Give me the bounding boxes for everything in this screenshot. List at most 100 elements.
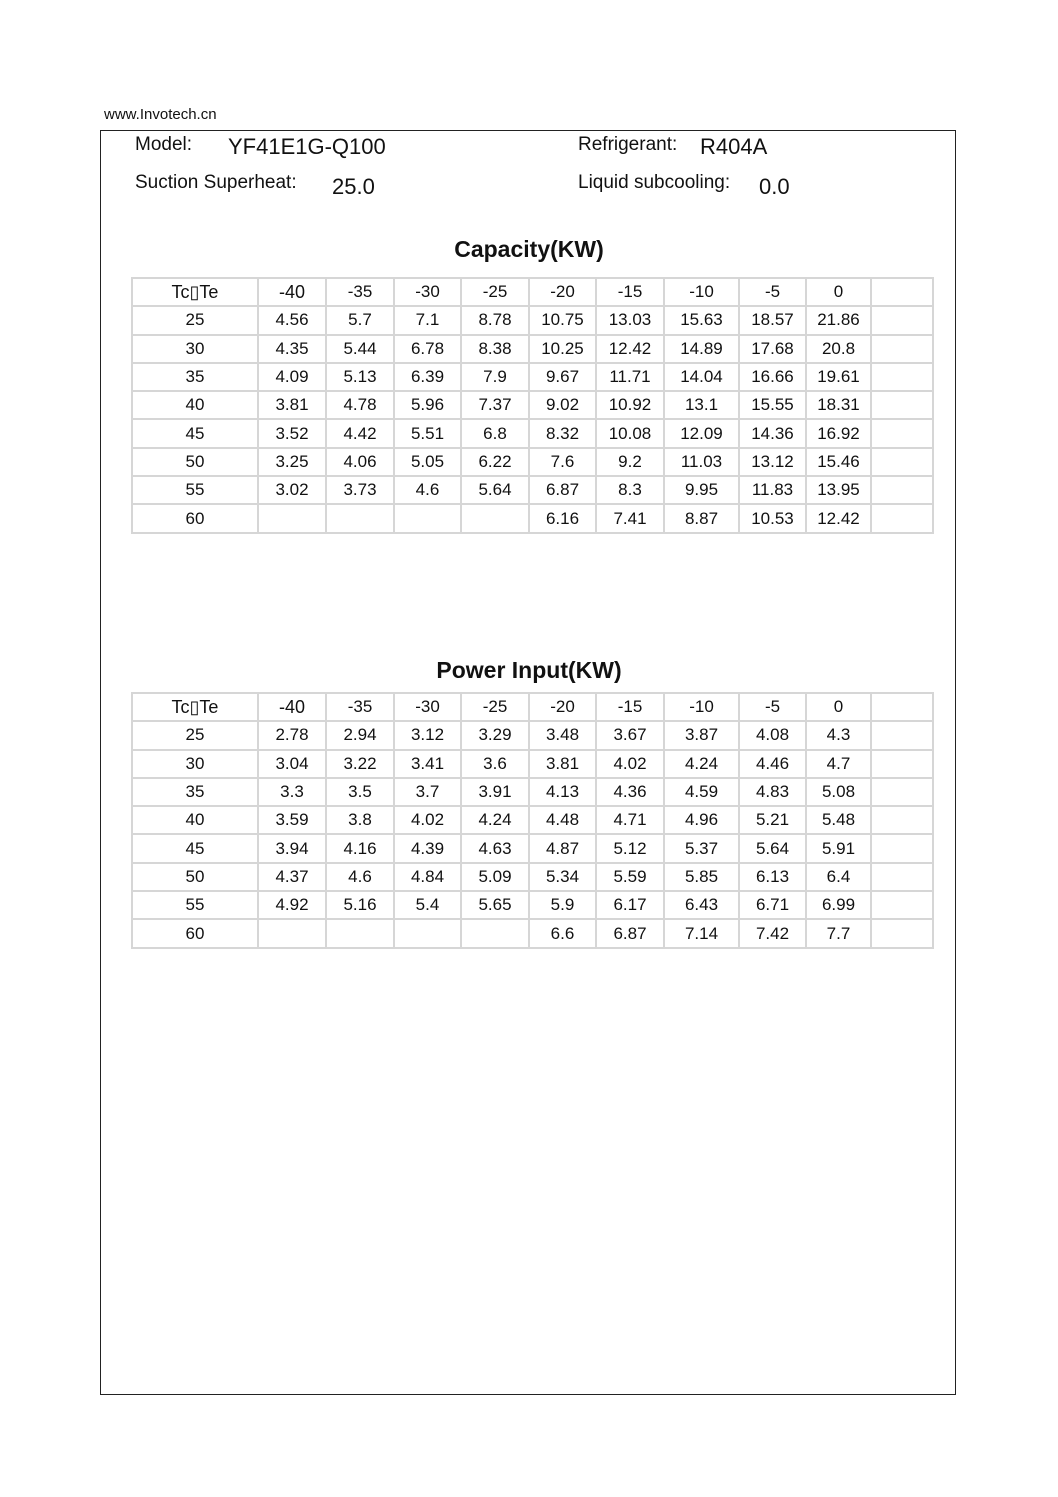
table-cell: 4.59 (663, 776, 740, 808)
row-header: 50 (131, 861, 259, 893)
table-cell: 4.36 (595, 776, 665, 808)
table-row: 55 4.92 5.16 5.4 5.65 5.9 6.17 6.43 6.71 6.99 (131, 890, 934, 921)
table-cell: 12.09 (663, 418, 740, 449)
table-cell: 4.7 (805, 748, 872, 779)
table-cell: 6.99 (805, 890, 872, 921)
corner-cell: Tc▯Te (131, 276, 259, 308)
superheat-label: Suction Superheat: (135, 172, 297, 193)
power-title: Power Input(KW) (436, 657, 622, 683)
table-cell: 4.71 (595, 805, 665, 836)
table-cell: 5.16 (325, 890, 395, 921)
table-cell: 4.24 (460, 805, 530, 836)
table-cell: 4.06 (325, 446, 395, 478)
table-row: 50 4.37 4.6 4.84 5.09 5.34 5.59 5.85 6.13 6.4 (131, 861, 934, 893)
table-cell: 4.83 (738, 776, 807, 808)
table-cell: 5.64 (738, 833, 807, 864)
table-cell: 18.31 (805, 390, 872, 421)
table-cell (870, 776, 934, 808)
table-cell: 3.94 (257, 833, 327, 864)
table-cell (870, 503, 934, 534)
table-cell: 7.14 (663, 918, 740, 949)
table-cell: 15.63 (663, 305, 740, 336)
column-header: -35 (325, 276, 395, 308)
table-cell: 10.25 (528, 333, 597, 364)
table-cell: 5.7 (325, 305, 395, 336)
table-cell: 7.42 (738, 918, 807, 949)
table-cell: 4.02 (393, 805, 462, 836)
table-cell (870, 361, 934, 393)
table-cell: 6.87 (528, 475, 597, 506)
table-row: 55 3.02 3.73 4.6 5.64 6.87 8.3 9.95 11.83 13.95 (131, 475, 934, 506)
table-cell (460, 918, 530, 949)
table-cell: 4.02 (595, 748, 665, 779)
model-value: YF41E1G-Q100 (228, 134, 386, 159)
table-cell: 5.34 (528, 861, 597, 893)
row-header: 55 (131, 890, 259, 921)
table-row: 60 6.6 6.87 7.14 7.42 7.7 (131, 918, 934, 949)
row-header: 25 (131, 305, 259, 336)
column-header: -40 (257, 691, 327, 723)
table-row: 30 3.04 3.22 3.41 3.6 3.81 4.02 4.24 4.46 4.7 (131, 748, 934, 779)
table-row: 50 3.25 4.06 5.05 6.22 7.6 9.2 11.03 13.12 15.46 (131, 446, 934, 478)
table-cell: 9.67 (528, 361, 597, 393)
column-header: -5 (738, 691, 807, 723)
table-cell (870, 833, 934, 864)
table-cell: 2.78 (257, 720, 327, 751)
table-cell: 12.42 (595, 333, 665, 364)
table-cell: 4.78 (325, 390, 395, 421)
row-header: 35 (131, 361, 259, 393)
table-cell: 3.04 (257, 748, 327, 779)
table-cell: 7.9 (460, 361, 530, 393)
table-cell: 6.6 (528, 918, 597, 949)
table-cell: 6.17 (595, 890, 665, 921)
table-row: 35 4.09 5.13 6.39 7.9 9.67 11.71 14.04 16.66 19.6… (131, 361, 934, 393)
table-cell: 13.95 (805, 475, 872, 506)
table-cell: 3.29 (460, 720, 530, 751)
column-header (870, 276, 934, 308)
table-cell (257, 918, 327, 949)
table-cell: 4.84 (393, 861, 462, 893)
column-header: -30 (393, 276, 462, 308)
table-cell: 8.32 (528, 418, 597, 449)
table-cell: 15.55 (738, 390, 807, 421)
column-header: -10 (663, 276, 740, 308)
row-header: 35 (131, 776, 259, 808)
table-cell: 3.59 (257, 805, 327, 836)
table-cell: 4.09 (257, 361, 327, 393)
table-cell: 13.12 (738, 446, 807, 478)
table-cell: 3.12 (393, 720, 462, 751)
table-cell: 3.02 (257, 475, 327, 506)
table-cell: 6.16 (528, 503, 597, 534)
table-cell (393, 503, 462, 534)
table-cell: 3.22 (325, 748, 395, 779)
table-cell (870, 861, 934, 893)
table-cell: 5.59 (595, 861, 665, 893)
table-cell (870, 305, 934, 336)
table-row: 25 2.78 2.94 3.12 3.29 3.48 3.67 3.87 4.08 4.3 (131, 720, 934, 751)
table-row: 40 3.59 3.8 4.02 4.24 4.48 4.71 4.96 5.21 5.48 (131, 805, 934, 836)
power-input-table: Tc▯Te -40 -35 -30 -25 -20 -15 -10 -5 0 25 2.78 2.94 3… (131, 691, 934, 949)
table-cell: 3.25 (257, 446, 327, 478)
table-cell (257, 503, 327, 534)
table-cell: 7.6 (528, 446, 597, 478)
subcooling-value: 0.0 (759, 174, 790, 199)
table-cell: 6.8 (460, 418, 530, 449)
capacity-title: Capacity(KW) (454, 236, 604, 262)
table-cell: 5.85 (663, 861, 740, 893)
model-label: Model: (135, 134, 193, 155)
table-cell: 9.2 (595, 446, 665, 478)
table-cell: 5.44 (325, 333, 395, 364)
column-header: -5 (738, 276, 807, 308)
column-header: -15 (595, 691, 665, 723)
refrigerant-value: R404A (700, 134, 768, 159)
row-header: 30 (131, 748, 259, 779)
table-cell: 6.78 (393, 333, 462, 364)
column-header: -20 (528, 276, 597, 308)
table-cell: 6.87 (595, 918, 665, 949)
table-cell (870, 720, 934, 751)
header-row: Tc▯Te -40 -35 -30 -25 -20 -15 -10 -5 0 (131, 276, 934, 308)
table-cell: 14.04 (663, 361, 740, 393)
table-cell: 6.4 (805, 861, 872, 893)
column-header: -15 (595, 276, 665, 308)
table-cell: 14.36 (738, 418, 807, 449)
